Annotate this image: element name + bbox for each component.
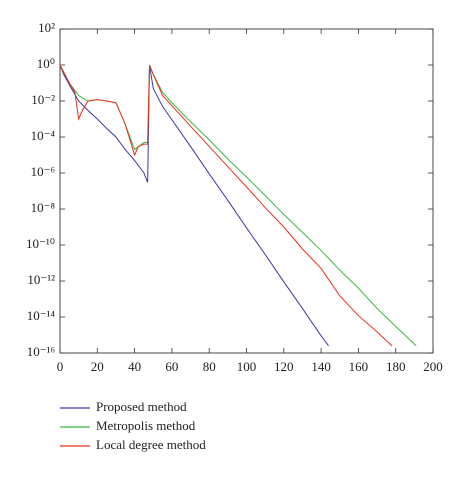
y-tick-label: 10⁻⁴ (31, 128, 56, 143)
x-tick-label: 160 (349, 359, 369, 374)
series-line (59, 64, 417, 347)
x-tick-label: 100 (237, 359, 257, 374)
y-tick-label: 10⁻⁶ (31, 164, 55, 179)
x-tick-label: 80 (203, 359, 216, 374)
y-tick-label: 10⁻² (31, 92, 55, 107)
x-tick-label: 40 (128, 359, 141, 374)
x-tick-label: 20 (91, 359, 104, 374)
y-tick-label: 10⁻¹⁰ (26, 236, 55, 251)
x-tick-label: 180 (386, 359, 406, 374)
y-tick-label: 10² (38, 20, 55, 35)
plot-frame (59, 28, 434, 354)
legend-label: Metropolis method (96, 418, 196, 433)
y-tick-label: 10⁻¹² (27, 272, 55, 287)
x-tick-label: 140 (311, 359, 331, 374)
y-tick-label: 10⁰ (37, 56, 55, 71)
x-tick-label: 120 (274, 359, 294, 374)
series-line (59, 64, 393, 347)
legend-label: Local degree method (96, 437, 206, 452)
x-tick-label: 60 (165, 359, 178, 374)
y-tick-label: 10⁻¹⁶ (27, 344, 55, 359)
x-tick-label: 200 (423, 359, 443, 374)
y-tick-label: 10⁻⁸ (31, 200, 56, 215)
legend-label: Proposed method (96, 399, 187, 414)
x-tick-label: 0 (57, 359, 64, 374)
y-tick-label: 10⁻¹⁴ (27, 308, 56, 323)
series-line (59, 64, 329, 347)
